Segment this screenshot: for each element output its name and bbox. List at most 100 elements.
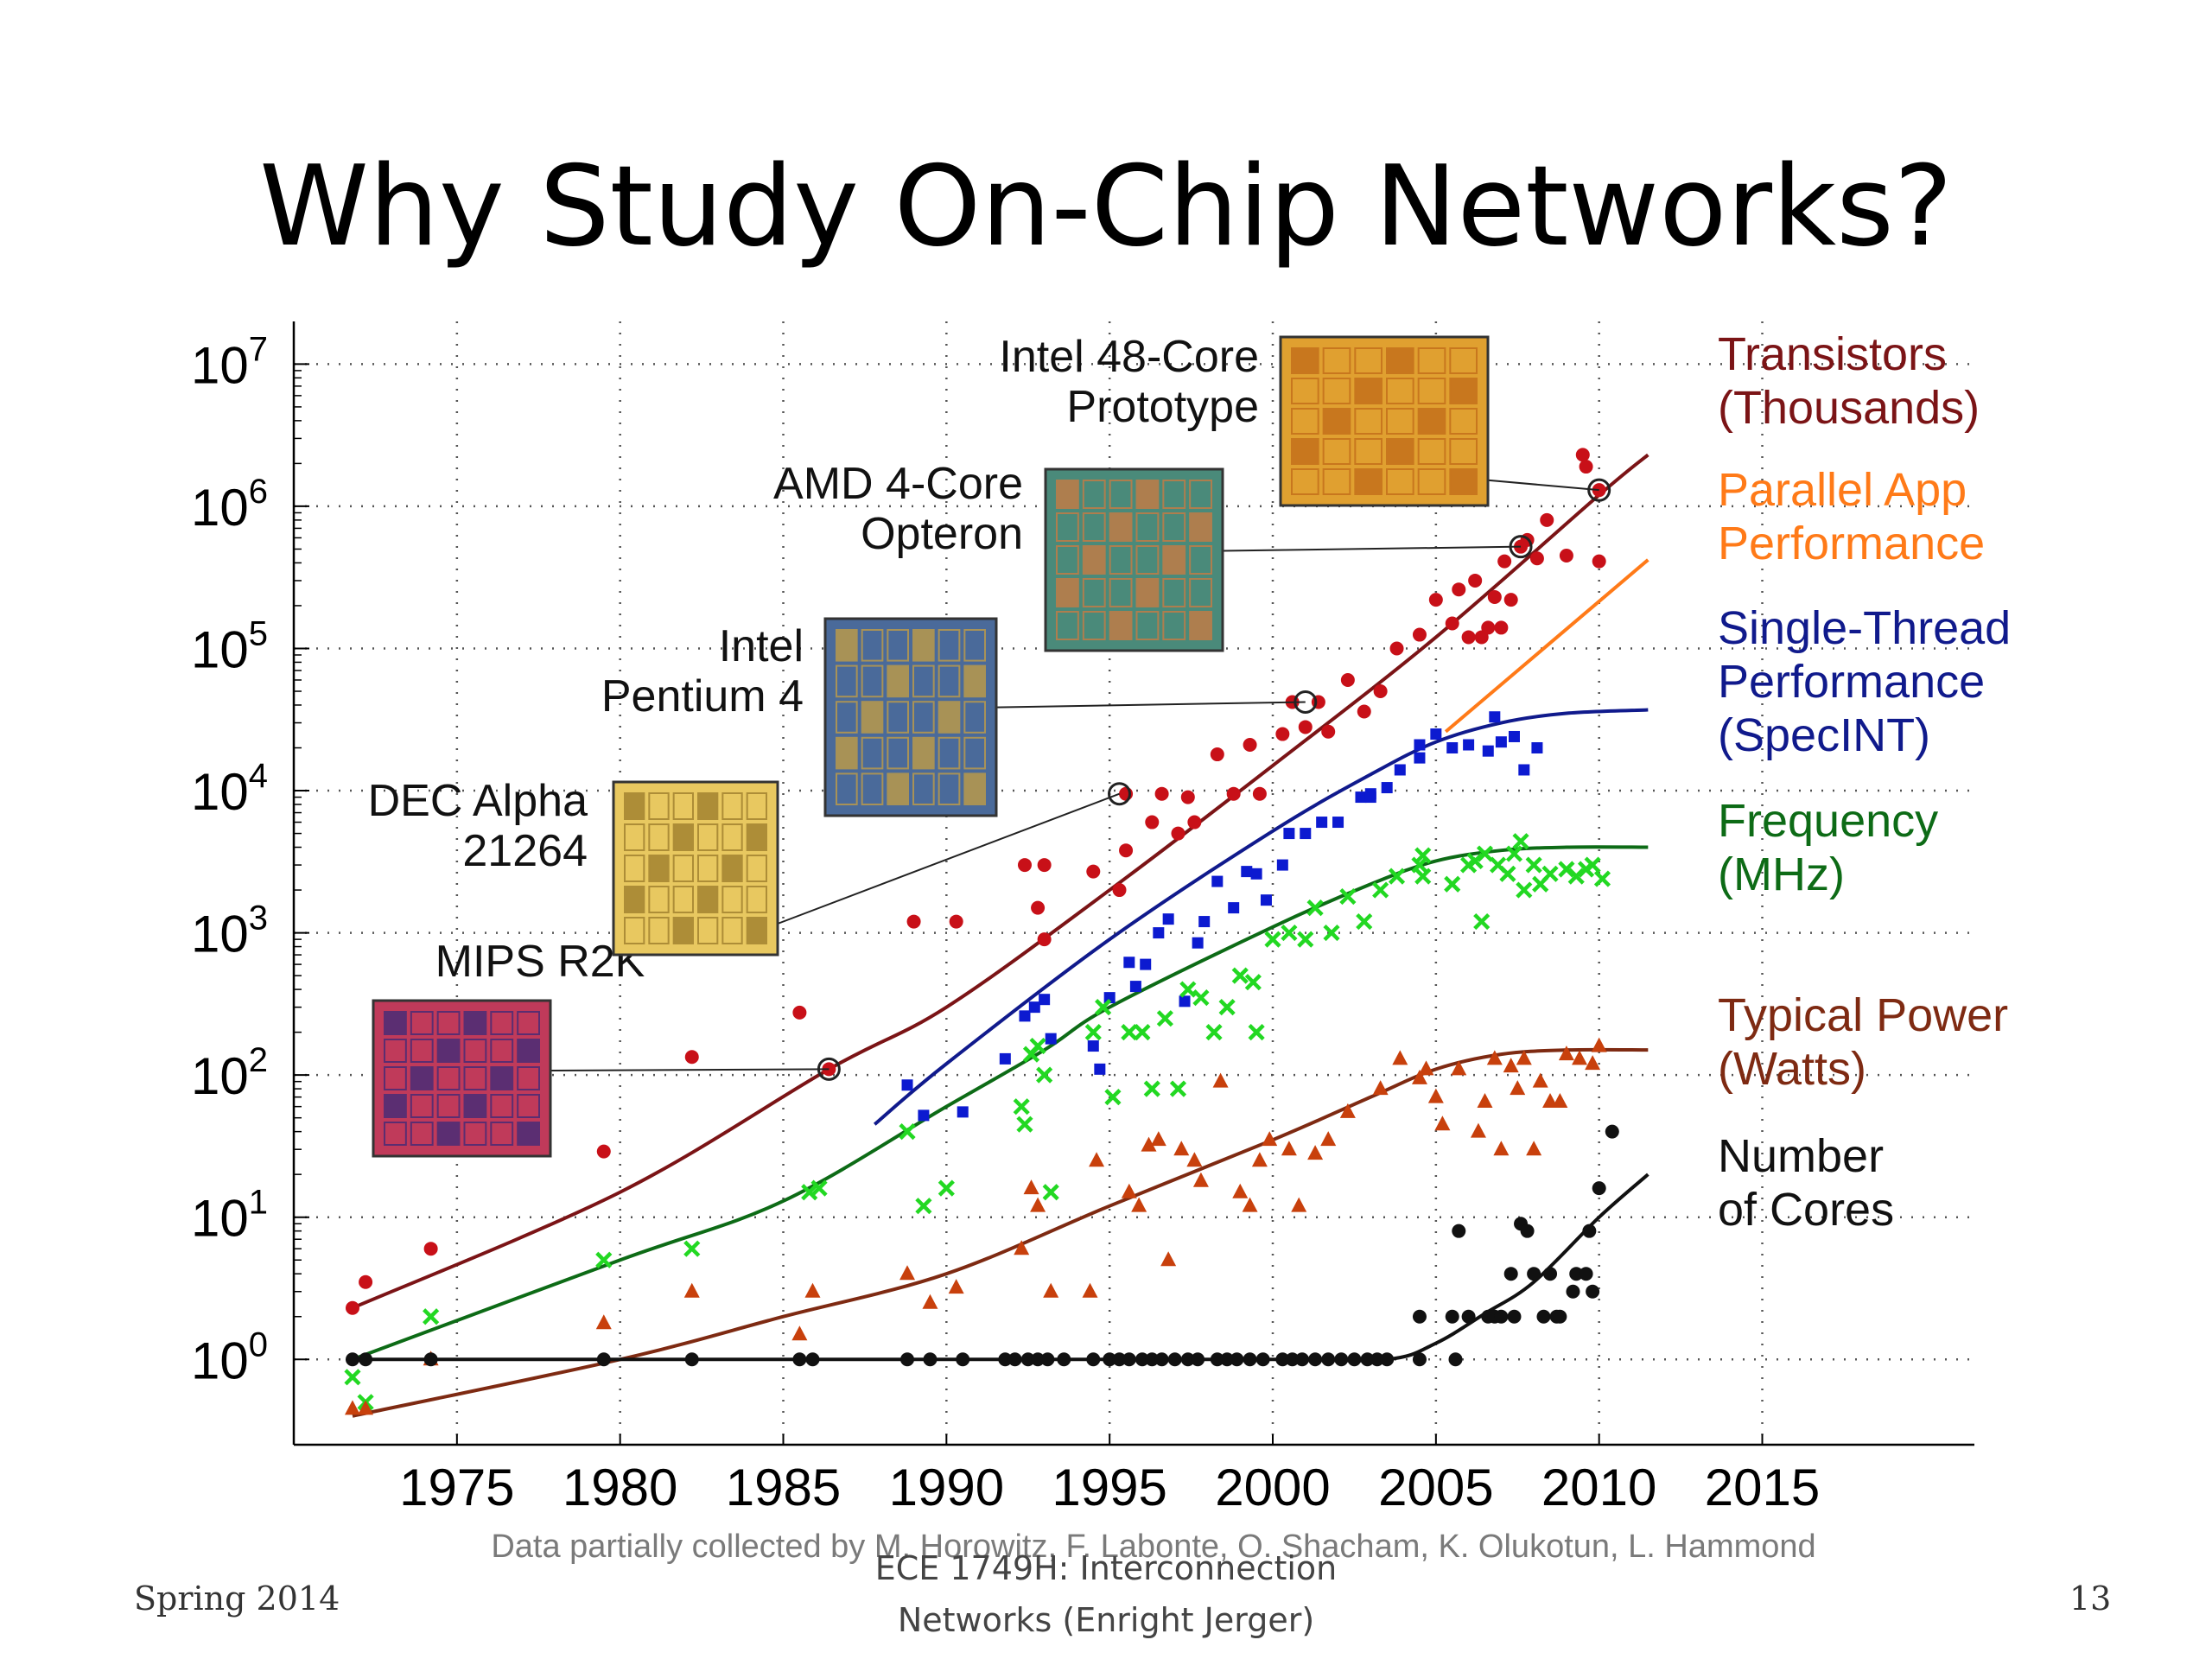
frequency-mhz-point-stroke <box>801 1184 818 1201</box>
callout-mips-r2k-die-block <box>463 1122 487 1146</box>
callout-intel-48-core-prototype-die-block <box>1322 408 1351 435</box>
chart-credit: Data partially collected by M. Horowitz,… <box>491 1529 1815 1565</box>
callout-mips-r2k-die-block <box>490 1066 514 1090</box>
callout-mips-r2k-die-block <box>384 1066 407 1090</box>
callout-dec-alpha-21264-die-block <box>624 886 645 913</box>
number-of-cores-point <box>1007 1352 1022 1367</box>
callout-mips-r2k-die-block <box>410 1011 434 1035</box>
frequency-mhz-point <box>1029 1037 1046 1055</box>
callout-mips-r2k-die-block <box>490 1094 514 1118</box>
callout-intel-pentium-4-die-block <box>938 736 961 770</box>
single-thread-performance-specint-point <box>1489 711 1501 723</box>
frequency-mhz-point <box>683 1240 701 1257</box>
frequency-mhz-point <box>1248 1024 1265 1041</box>
callout-amd-4-core-opteron-marker <box>1509 535 1533 559</box>
number-of-cores-point <box>1167 1352 1182 1367</box>
callout-intel-48-core-prototype-die-block <box>1291 347 1319 374</box>
typical-power-watts-point <box>1212 1072 1229 1088</box>
single-thread-performance-specint-point <box>1446 742 1459 754</box>
single-thread-performance-specint-point <box>1508 730 1520 742</box>
callout-intel-pentium-4-die-block <box>963 701 987 734</box>
frequency-mhz-point <box>1231 967 1249 984</box>
callout-dec-alpha-21264-die-block <box>697 823 719 851</box>
single-thread-performance-specint-point <box>1381 782 1393 794</box>
typical-power-watts-point <box>1242 1197 1258 1212</box>
typical-power-watts-point <box>948 1279 964 1294</box>
callout-intel-pentium-4-label: Intel Pentium 4 <box>601 621 804 721</box>
callout-dec-alpha-21264-die-block <box>721 792 743 820</box>
frequency-mhz-point-stroke <box>1156 1010 1173 1027</box>
typical-power-watts-point <box>1516 1050 1532 1065</box>
number-of-cores-point <box>1295 1352 1309 1367</box>
number-of-cores-point <box>1452 1224 1466 1238</box>
callout-dec-alpha-21264-die-image <box>612 780 779 957</box>
callout-intel-48-core-prototype-leader <box>1487 479 1599 492</box>
transistors-thousands-point <box>1592 554 1606 569</box>
callout-intel-48-core-prototype-die-block <box>1386 438 1414 465</box>
transistors-thousands-point <box>949 914 963 929</box>
frequency-mhz-point <box>1499 865 1516 882</box>
typical-power-watts-point <box>1291 1197 1307 1212</box>
number-of-cores-point <box>1586 1284 1600 1299</box>
frequency-mhz-point-stroke <box>1473 912 1491 931</box>
y-tick-label: 105 <box>191 614 268 678</box>
typical-power-watts-point <box>1192 1172 1209 1187</box>
transistors-thousands-point <box>1119 843 1134 858</box>
transistors-thousands-point <box>792 1005 807 1020</box>
single-thread-performance-specint-point <box>1463 739 1475 751</box>
frequency-mhz-point-stroke <box>1306 899 1324 917</box>
callout-amd-4-core-opteron-die-block <box>1189 512 1212 542</box>
callout-dec-alpha-21264-die-block <box>624 917 645 944</box>
single-thread-performance-specint-point <box>1300 828 1312 840</box>
transistors-thousands-point <box>1112 883 1127 898</box>
callout-dec-alpha-21264-die-block <box>697 855 719 882</box>
transistors-thousands-point <box>1487 589 1502 604</box>
frequency-mhz-point <box>1297 931 1314 948</box>
frequency-mhz-point <box>1036 1066 1053 1084</box>
frequency-mhz-point <box>1525 856 1542 874</box>
callout-mips-r2k-label: MIPS R2K <box>435 937 645 987</box>
callout-mips-r2k-die-block <box>384 1122 407 1146</box>
callout-intel-pentium-4-die-block <box>912 664 935 698</box>
typical-power-watts-point <box>1451 1060 1467 1076</box>
typical-power-watts-point <box>595 1314 612 1330</box>
typical-power-watts-point <box>1558 1046 1574 1061</box>
number-of-cores-point <box>1057 1352 1071 1367</box>
number-of-cores-point <box>684 1352 699 1367</box>
footer-date: Spring 2014 <box>134 1580 340 1618</box>
number-of-cores-point <box>1520 1224 1535 1238</box>
callout-dec-alpha-21264-die-block <box>648 886 670 913</box>
transistors-thousands-point <box>1187 815 1202 830</box>
number-of-cores-point <box>956 1352 970 1367</box>
callout-intel-pentium-4-die-image <box>823 617 998 817</box>
frequency-mhz-point-stroke <box>1169 1080 1187 1097</box>
callout-amd-4-core-opteron-die-block <box>1109 545 1133 575</box>
single-thread-performance-specint-point <box>1430 728 1442 741</box>
number-of-cores-point <box>1494 1309 1509 1324</box>
number-of-cores-point <box>1380 1352 1395 1367</box>
number-of-cores-point <box>1566 1284 1580 1299</box>
transistors-thousands-point <box>1340 672 1355 687</box>
transistors-thousands-point <box>1298 720 1313 734</box>
frequency-mhz-point <box>1444 875 1461 893</box>
callout-amd-4-core-opteron-die-block <box>1082 611 1106 640</box>
callout-intel-pentium-4-die-block <box>861 736 884 770</box>
callout-intel-48-core-prototype-die-block <box>1449 347 1478 374</box>
slide-title: Why Study On-Chip Networks? <box>259 143 1953 271</box>
y-tick-label: 106 <box>191 473 268 537</box>
frequency-mhz-point <box>1558 861 1575 878</box>
frequency-mhz-point-stroke <box>1499 865 1516 882</box>
frequency-mhz-point <box>915 1198 932 1215</box>
x-tick-label: 1980 <box>563 1459 677 1516</box>
number-of-cores-point <box>1308 1352 1323 1367</box>
typical-power-watts-point <box>1281 1141 1297 1156</box>
single-thread-performance-specint-legend: Single-Thread Performance (SpecINT) <box>1718 602 2011 761</box>
callout-mips-r2k-die-block <box>436 1066 461 1090</box>
frequency-mhz-point-stroke <box>1414 847 1432 864</box>
transistors-thousands-point <box>1357 704 1371 719</box>
single-thread-performance-specint-trend-line <box>873 708 1649 1126</box>
typical-power-watts-point <box>899 1265 916 1281</box>
transistors-thousands-point <box>1559 548 1573 563</box>
callout-intel-48-core-prototype-die-block <box>1386 347 1414 374</box>
transistors-thousands-point <box>1497 554 1512 569</box>
